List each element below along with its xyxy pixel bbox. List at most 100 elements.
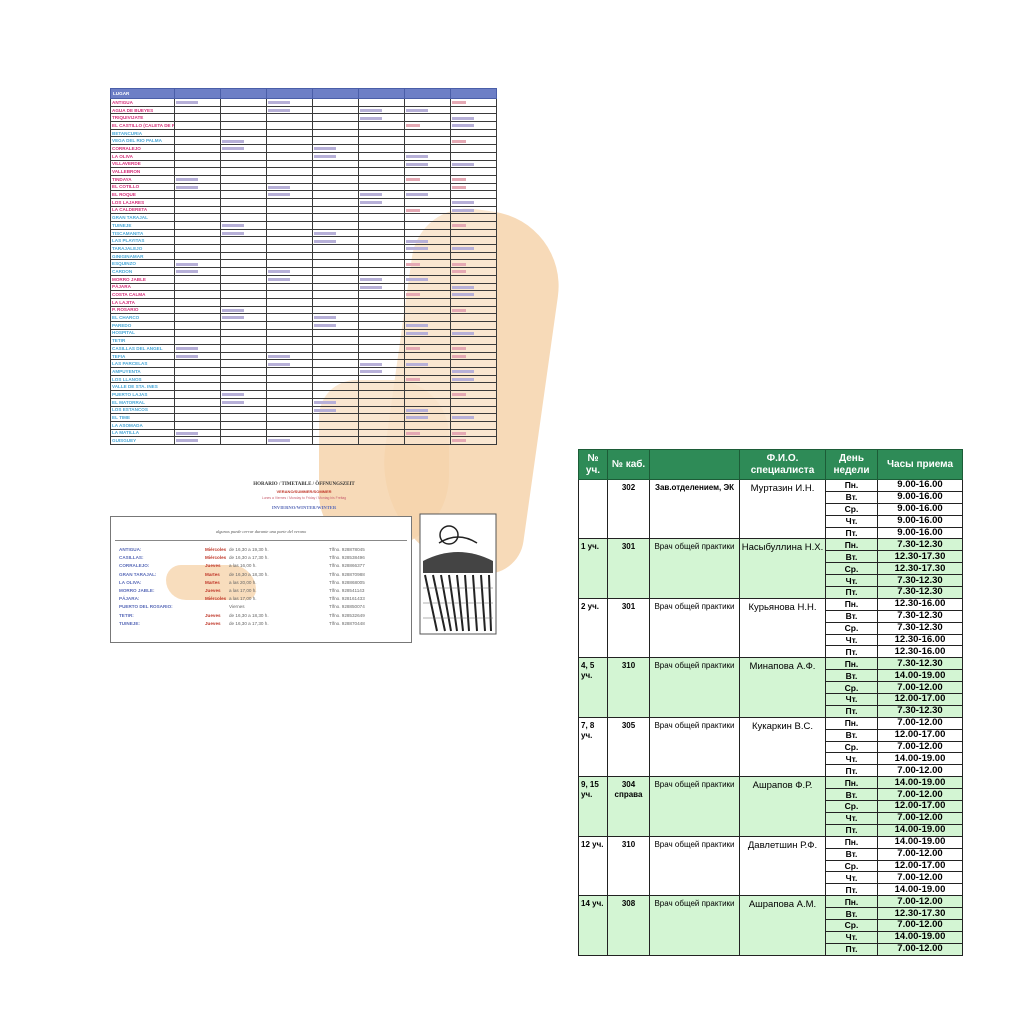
uch-cell: 4, 5 уч. bbox=[578, 657, 608, 718]
schedule-cell bbox=[220, 297, 267, 307]
schedule-cell bbox=[404, 205, 451, 215]
schedule-cell bbox=[220, 367, 267, 376]
schedule-cell bbox=[266, 420, 313, 430]
weekday-cell: Чт. bbox=[825, 633, 878, 647]
schedule-cell bbox=[220, 428, 267, 438]
schedule-cell bbox=[358, 236, 405, 246]
schedule-cell bbox=[266, 305, 313, 315]
schedule-cell bbox=[312, 313, 359, 322]
schedule-cell bbox=[220, 174, 267, 184]
schedule-mark bbox=[406, 362, 428, 366]
location-row: EL COTILLO bbox=[110, 182, 497, 192]
schedule-cell bbox=[266, 128, 313, 138]
schedule-cell bbox=[312, 159, 359, 169]
schedule-cell bbox=[174, 128, 221, 138]
schedule-cell bbox=[220, 144, 267, 153]
schedule-cell bbox=[404, 382, 451, 392]
office-day: Jueves bbox=[205, 612, 221, 618]
kab-cell: 305 bbox=[607, 716, 650, 778]
schedule-cell bbox=[174, 113, 221, 123]
schedule-cell bbox=[450, 113, 497, 123]
schedule-cell bbox=[220, 121, 267, 130]
schedule-cell bbox=[266, 213, 313, 222]
office-tel: Tlfno. 928878045 bbox=[329, 547, 365, 552]
schedule-cell bbox=[358, 359, 405, 369]
schedule-cell bbox=[174, 336, 221, 345]
location-name: LAS PARCELAS bbox=[110, 359, 175, 369]
schedule-cell bbox=[266, 336, 313, 345]
schedule-mark bbox=[406, 431, 420, 435]
schedule-cell bbox=[266, 121, 313, 130]
doctor-schedule-row: 302 Зав.отделением, ЭК Муртазин И.Н. Пн. 9.0… bbox=[578, 478, 963, 540]
hours-cell: 7.00-12.00 bbox=[877, 942, 963, 956]
office-tel: Tlfno. 928538496 bbox=[329, 555, 365, 561]
schedule-cell bbox=[450, 290, 497, 299]
schedule-cell bbox=[220, 305, 267, 315]
schedule-cell bbox=[266, 205, 313, 215]
schedule-cell bbox=[358, 397, 405, 407]
office-day: Miércoles bbox=[205, 555, 227, 561]
schedule-cell bbox=[312, 174, 359, 184]
location-name: TARAJALEJO bbox=[110, 244, 175, 253]
schedule-cell bbox=[174, 382, 221, 392]
schedule-cell bbox=[174, 305, 221, 315]
schedule-cell bbox=[174, 344, 221, 353]
schedule-mark bbox=[176, 178, 198, 181]
schedule-mark bbox=[452, 370, 474, 374]
schedule-cell bbox=[266, 405, 313, 415]
location-row: EL TIME bbox=[110, 413, 497, 422]
location-row: COSTA CALMA bbox=[110, 290, 497, 299]
hours-cell: 7.30-12.30 bbox=[877, 621, 963, 635]
location-name: EL TIME bbox=[110, 413, 175, 422]
schedule-mark bbox=[268, 277, 290, 281]
hours-cell: 12.30-17.30 bbox=[877, 907, 963, 920]
col-header-fio: Ф.И.О. специалиста bbox=[739, 449, 826, 480]
schedule-cell bbox=[266, 290, 313, 299]
schedule-cell bbox=[312, 367, 359, 376]
schedule-cell bbox=[312, 221, 359, 230]
location-row: TINDAYA bbox=[110, 174, 497, 184]
schedule-cell bbox=[312, 128, 359, 138]
schedule-cell bbox=[312, 374, 359, 384]
hours-cell: 9.00-16.00 bbox=[877, 502, 963, 516]
schedule-cell bbox=[450, 328, 497, 338]
schedule-cell bbox=[450, 159, 497, 169]
location-name: P. ROSARIO bbox=[110, 305, 175, 315]
doctor-schedule-row: 4, 5 уч. 310 Врач общей практики Минапова А… bbox=[578, 657, 963, 718]
location-name: EL CHARCO bbox=[110, 313, 175, 322]
weekday-cell: Чт. bbox=[825, 930, 878, 944]
schedule-mark bbox=[406, 416, 428, 420]
box-divider bbox=[115, 540, 407, 541]
schedule-cell bbox=[404, 290, 451, 299]
location-name: EL COTILLO bbox=[110, 182, 175, 192]
hours-cell: 7.00-12.00 bbox=[877, 740, 963, 754]
schedule-cell bbox=[450, 167, 497, 176]
schedule-cell bbox=[312, 121, 359, 130]
weekday-cell: Ср. bbox=[825, 502, 878, 516]
schedule-cell bbox=[312, 98, 359, 107]
doctor-schedule-row: 1 уч. 301 Врач общей практики Насыбуллина Н… bbox=[578, 538, 963, 599]
location-row: TISCAMANITA bbox=[110, 228, 497, 238]
schedule-cell bbox=[174, 251, 221, 261]
location-row: VALLEBRON bbox=[110, 167, 497, 176]
schedule-cell bbox=[266, 274, 313, 284]
schedule-cell bbox=[312, 436, 359, 445]
schedule-cell bbox=[450, 413, 497, 422]
schedule-cell bbox=[450, 259, 497, 269]
location-row: PÁJARA bbox=[110, 282, 497, 292]
schedule-cell bbox=[450, 221, 497, 230]
doctor-name-cell: Давлетшин Р.Ф. bbox=[739, 835, 826, 897]
schedule-cell bbox=[220, 436, 267, 445]
schedule-mark bbox=[268, 354, 290, 358]
schedule-cell bbox=[358, 121, 405, 130]
col-header-position bbox=[649, 449, 740, 480]
horario-title: HORARIO / TIMETABLE / ÖFFNUNGSZEIT bbox=[253, 482, 355, 487]
schedule-cell bbox=[404, 274, 451, 284]
doctor-schedule-row: Вт. 7.00-12.00 bbox=[579, 847, 963, 861]
schedule-cell bbox=[404, 197, 451, 207]
office-hours: de 16,30 a 17,30 h. bbox=[229, 555, 269, 561]
schedule-mark bbox=[314, 154, 336, 158]
schedule-mark bbox=[222, 400, 244, 404]
location-row: LA OLIVA bbox=[110, 151, 497, 161]
schedule-mark bbox=[360, 362, 382, 366]
